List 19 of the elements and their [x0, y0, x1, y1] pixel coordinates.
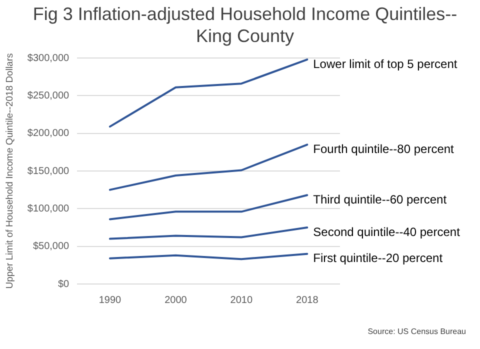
y-tick-label: $100,000	[27, 203, 70, 214]
y-tick-label: $250,000	[27, 90, 70, 102]
series-label: Lower limit of top 5 percent	[313, 56, 458, 71]
y-tick-label: $0	[58, 278, 70, 290]
y-tick-label: $50,000	[32, 241, 70, 252]
x-tick-label: 2018	[296, 294, 319, 306]
y-tick-label: $200,000	[27, 128, 70, 140]
y-tick-label: $150,000	[27, 166, 70, 177]
x-tick-label: 2010	[230, 294, 253, 306]
x-tick-label: 2000	[164, 294, 188, 306]
chart-title: Fig 3 Inflation-adjusted Household Income Quintiles--King County	[32, 3, 458, 47]
y-axis-title: Upper Limit of Household Income Quintile--2018 Dollars	[4, 53, 16, 289]
x-tick-label: 1990	[98, 294, 122, 306]
series-label: First quintile--20 percent	[313, 251, 444, 266]
y-tick-label: $300,000	[27, 52, 70, 64]
series-label: Third quintile--60 percent	[313, 192, 448, 206]
series-label: Second quintile--40 percent	[313, 224, 461, 239]
source-note: Source: US Census Bureau	[368, 327, 466, 336]
series-label: Fourth quintile--80 percent	[313, 142, 455, 156]
